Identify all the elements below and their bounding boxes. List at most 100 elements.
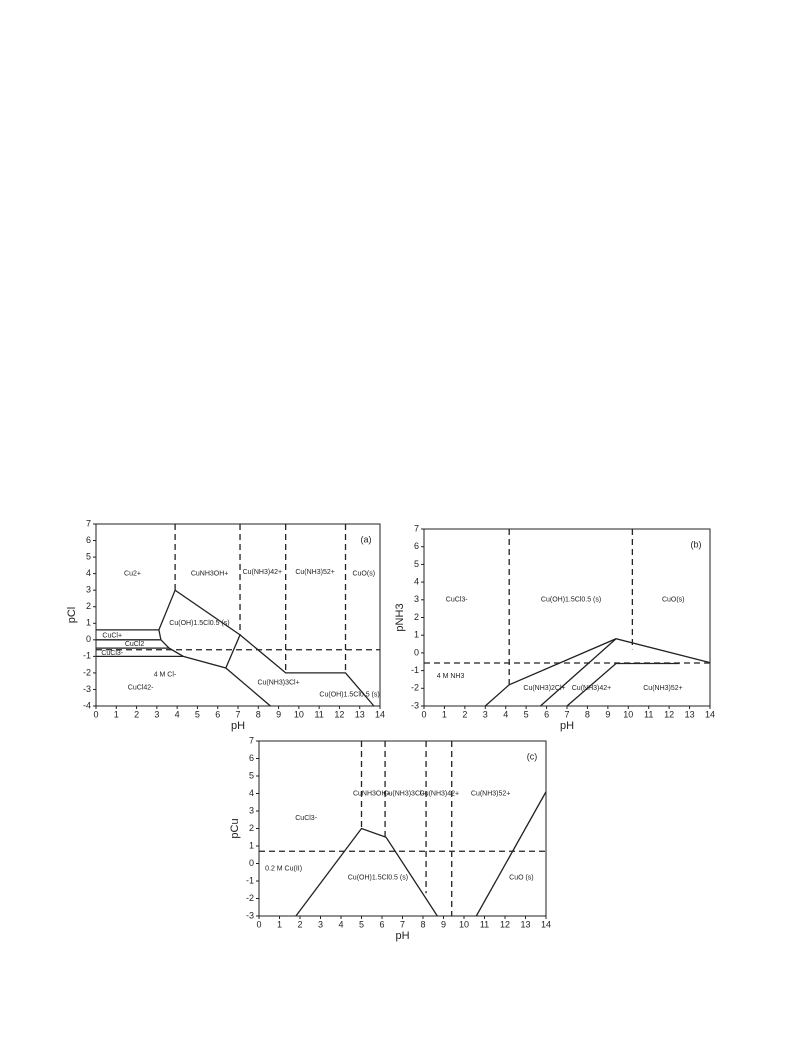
region-label: CuCl2	[125, 641, 145, 648]
y-axis-label: pNH3	[394, 603, 406, 631]
y-tick-label: 5	[414, 559, 419, 569]
region-label: Cu(NH3)52+	[471, 790, 511, 797]
region-label: CuO (s)	[509, 874, 534, 881]
x-tick-label: 2	[297, 919, 302, 929]
y-tick-label: 7	[414, 523, 419, 533]
region-label: Cu(OH)1.5Cl0.5 (s)	[348, 874, 408, 881]
x-tick-label: 5	[359, 919, 364, 929]
region-label: Cu(NH3)42+	[420, 790, 460, 797]
y-tick-label: 5	[249, 770, 254, 780]
x-axis-label: pH	[231, 720, 245, 732]
y-tick-label: 2	[86, 601, 91, 611]
panel-label: (b)	[691, 539, 702, 549]
boundary-line	[475, 791, 547, 917]
region-label: Cu(OH)1.5Cl0.5 (s)	[169, 620, 229, 627]
region-label: CuCl3-	[446, 597, 468, 604]
x-tick-label: 9	[441, 919, 446, 929]
x-tick-label: 2	[462, 709, 467, 719]
x-tick-label: 8	[256, 709, 261, 719]
x-tick-label: 1	[277, 919, 282, 929]
y-tick-label: 0	[249, 858, 254, 868]
region-label: CuO(s)	[662, 597, 685, 604]
x-axis-label: pH	[560, 720, 574, 732]
x-tick-label: 0	[256, 919, 261, 929]
x-tick-label: 11	[644, 709, 653, 719]
y-tick-label: -1	[411, 665, 419, 675]
x-tick-label: 7	[400, 919, 405, 929]
region-label: 0.2 M Cu(II)	[265, 866, 302, 873]
panel-label: (c)	[527, 751, 538, 761]
boundary-line	[484, 638, 711, 707]
y-axis-label: pCu	[229, 818, 241, 838]
x-tick-label: 0	[421, 709, 426, 719]
region-label: Cu(NH3)42+	[243, 569, 283, 576]
x-tick-label: 9	[276, 709, 281, 719]
region-label: Cu(NH3)52+	[295, 569, 335, 576]
region-label: CuNH3OH+	[191, 570, 229, 577]
y-tick-label: 0	[414, 647, 419, 657]
x-tick-label: 5	[524, 709, 529, 719]
region-label: CuCl42-	[128, 685, 154, 692]
x-tick-label: 6	[379, 919, 384, 929]
y-tick-label: -3	[411, 700, 419, 710]
y-tick-label: -2	[83, 667, 91, 677]
x-tick-label: 3	[154, 709, 159, 719]
x-tick-label: 13	[520, 919, 530, 929]
y-tick-label: -3	[83, 684, 91, 694]
y-tick-label: 1	[86, 618, 91, 628]
x-tick-label: 14	[375, 709, 385, 719]
y-tick-label: -4	[83, 700, 91, 710]
y-tick-label: 6	[249, 753, 254, 763]
x-tick-label: 14	[541, 919, 551, 929]
panel-label: (a)	[361, 534, 372, 544]
y-tick-label: 7	[249, 735, 254, 745]
x-tick-label: 5	[195, 709, 200, 719]
region-label: Cu(NH3)42+	[572, 685, 612, 692]
y-tick-label: 4	[86, 568, 91, 578]
boundary-line	[158, 629, 271, 707]
x-tick-label: 8	[420, 919, 425, 929]
region-label: CuCl+	[102, 633, 122, 640]
y-tick-label: -3	[246, 910, 254, 920]
x-tick-label: 10	[459, 919, 469, 929]
region-label: 4 M Cl-	[154, 671, 177, 678]
boundary-line	[540, 638, 617, 707]
y-tick-label: 0	[86, 634, 91, 644]
y-tick-label: 3	[249, 805, 254, 815]
y-tick-label: 1	[249, 840, 254, 850]
x-tick-label: 12	[334, 709, 344, 719]
region-label: Cu(OH)1.5Cl0.5 (s)	[319, 691, 379, 698]
region-label: 4 M NH3	[437, 673, 465, 680]
region-label: CuO(s)	[352, 570, 375, 577]
x-tick-label: 14	[705, 709, 715, 719]
y-tick-label: 1	[414, 630, 419, 640]
y-tick-label: 3	[414, 594, 419, 604]
x-tick-label: 6	[215, 709, 220, 719]
y-tick-label: -1	[83, 651, 91, 661]
y-tick-label: -2	[246, 893, 254, 903]
boundary-line	[158, 589, 375, 707]
x-tick-label: 2	[134, 709, 139, 719]
x-tick-label: 12	[500, 919, 510, 929]
region-label: Cu(NH3)3Cl+	[383, 790, 425, 797]
x-tick-label: 10	[623, 709, 633, 719]
region-label: Cu(NH3)3Cl+	[257, 680, 299, 687]
x-tick-label: 4	[503, 709, 508, 719]
x-tick-label: 4	[338, 919, 343, 929]
x-tick-label: 8	[585, 709, 590, 719]
y-tick-label: 2	[414, 612, 419, 622]
x-tick-label: 3	[483, 709, 488, 719]
boundary-line	[225, 634, 241, 669]
y-tick-label: -1	[246, 875, 254, 885]
region-label: Cu2+	[124, 570, 141, 577]
x-tick-label: 13	[355, 709, 365, 719]
y-tick-label: -2	[411, 683, 419, 693]
y-tick-label: 6	[414, 541, 419, 551]
x-tick-label: 7	[235, 709, 240, 719]
x-tick-label: 7	[564, 709, 569, 719]
x-tick-label: 4	[175, 709, 180, 719]
x-tick-label: 11	[314, 709, 323, 719]
y-tick-label: 6	[86, 535, 91, 545]
y-tick-label: 3	[86, 585, 91, 595]
